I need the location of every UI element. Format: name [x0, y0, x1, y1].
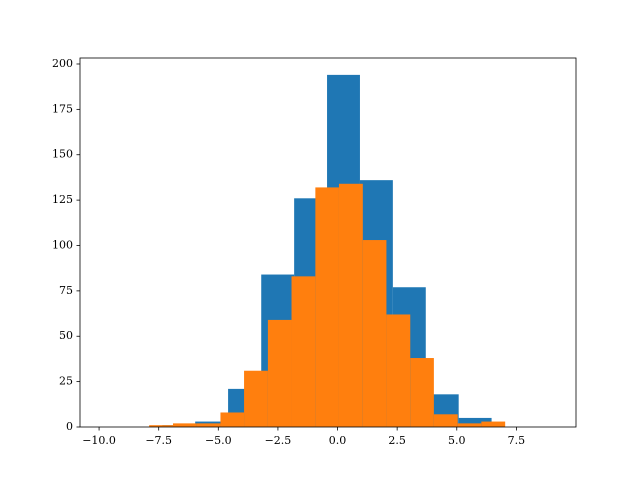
x-tick-label: −5.0 — [205, 434, 232, 447]
bar — [291, 276, 316, 427]
y-tick-label: 175 — [52, 102, 73, 115]
bar — [149, 425, 173, 427]
x-tick-label: 2.5 — [388, 434, 406, 447]
bar — [481, 421, 506, 427]
bar — [196, 423, 221, 427]
x-tick-label: −10.0 — [82, 434, 116, 447]
bar — [338, 183, 363, 427]
bar — [173, 423, 197, 427]
y-tick-label: 50 — [59, 329, 73, 342]
bar — [410, 358, 434, 427]
y-tick-label: 125 — [52, 193, 73, 206]
bar — [458, 417, 492, 427]
x-tick-label: 0.0 — [329, 434, 347, 447]
y-tick-label: 100 — [52, 238, 73, 251]
x-tick-label: −7.5 — [145, 434, 172, 447]
y-tick-label: 0 — [66, 420, 73, 433]
bar — [220, 412, 245, 427]
bar — [267, 319, 292, 427]
bar — [362, 240, 387, 427]
x-tick-label: 7.5 — [508, 434, 526, 447]
x-tick-label: −2.5 — [265, 434, 292, 447]
bar — [433, 414, 458, 427]
x-tick-label: 5.0 — [448, 434, 466, 447]
bar — [315, 187, 339, 427]
y-tick-label: 25 — [59, 375, 73, 388]
y-tick-label: 150 — [52, 148, 73, 161]
y-tick-label: 75 — [59, 284, 73, 297]
axes-frame — [79, 57, 577, 428]
bar — [244, 370, 268, 427]
bar — [386, 314, 411, 427]
bar — [457, 423, 482, 427]
y-tick-label: 200 — [52, 57, 73, 70]
